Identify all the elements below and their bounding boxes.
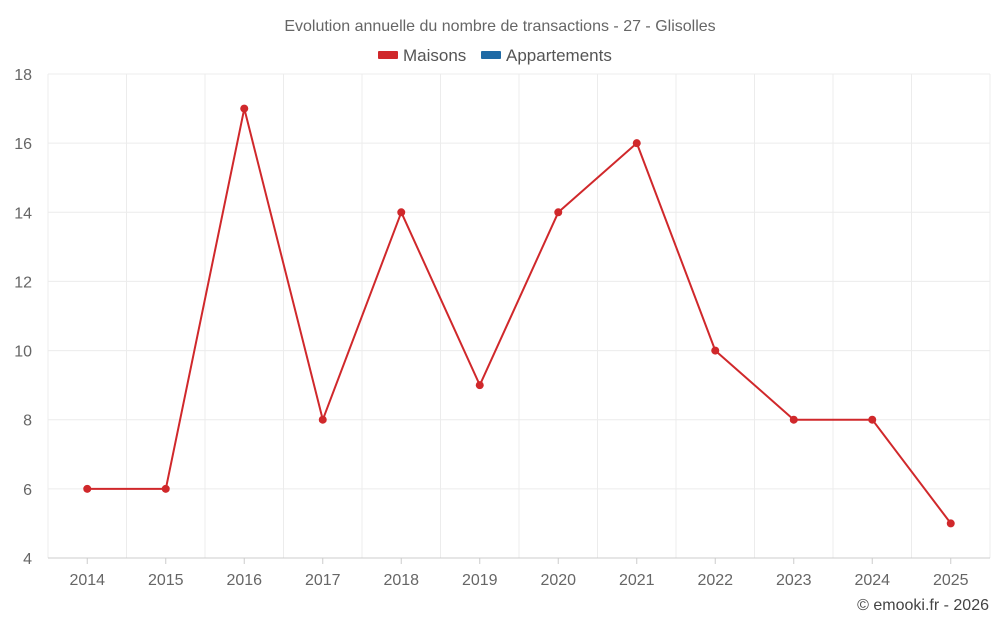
legend-swatch-maisons (378, 51, 398, 59)
data-point-maisons-2016[interactable] (240, 104, 249, 113)
y-tick-label: 14 (14, 205, 32, 222)
x-tick-label: 2016 (226, 572, 262, 589)
legend-item-appartements[interactable]: Appartements (481, 46, 612, 65)
x-tick-label: 2020 (540, 572, 576, 589)
x-tick-label: 2017 (305, 572, 341, 589)
legend-label-maisons: Maisons (403, 46, 466, 65)
data-point-maisons-2019[interactable] (475, 381, 484, 390)
x-tick-label: 2014 (69, 572, 105, 589)
credit-text: © emooki.fr - 2026 (857, 597, 989, 614)
y-tick-label: 6 (23, 482, 32, 499)
data-point-maisons-2023[interactable] (789, 415, 798, 424)
y-tick-label: 18 (14, 67, 32, 84)
y-axis: 4 6 8 10 12 14 16 18 (14, 67, 32, 568)
x-tick-label: 2022 (697, 572, 733, 589)
data-point-maisons-2022[interactable] (711, 346, 720, 355)
chart-title: Evolution annuelle du nombre de transact… (284, 18, 715, 35)
legend-item-maisons[interactable]: Maisons (378, 46, 466, 65)
legend-swatch-appartements (481, 51, 501, 59)
series-group (83, 104, 955, 528)
y-tick-label: 8 (23, 413, 32, 430)
data-point-maisons-2015[interactable] (161, 484, 170, 493)
legend-label-appartements: Appartements (506, 46, 612, 65)
data-point-maisons-2014[interactable] (83, 484, 92, 493)
x-tick-label: 2019 (462, 572, 498, 589)
data-point-maisons-2020[interactable] (554, 208, 563, 217)
legend: Maisons Appartements (378, 46, 612, 65)
y-tick-label: 12 (14, 274, 32, 291)
data-point-maisons-2018[interactable] (397, 208, 406, 217)
data-point-maisons-2017[interactable] (318, 415, 327, 424)
x-tick-label: 2025 (933, 572, 969, 589)
x-tick-label: 2024 (854, 572, 890, 589)
data-point-maisons-2025[interactable] (946, 519, 955, 528)
x-tick-label: 2018 (383, 572, 419, 589)
y-tick-label: 16 (14, 136, 32, 153)
x-axis: 2014 2015 2016 2017 2018 2019 2020 2021 2022 2023… (48, 557, 990, 589)
x-tick-label: 2021 (619, 572, 655, 589)
y-tick-label: 10 (14, 344, 32, 361)
x-tick-label: 2023 (776, 572, 812, 589)
y-tick-label: 4 (23, 551, 32, 568)
gridlines (47, 73, 991, 558)
data-point-maisons-2024[interactable] (868, 415, 877, 424)
series-line-maisons (87, 107, 952, 525)
data-point-maisons-2021[interactable] (632, 139, 641, 148)
x-tick-label: 2015 (148, 572, 184, 589)
